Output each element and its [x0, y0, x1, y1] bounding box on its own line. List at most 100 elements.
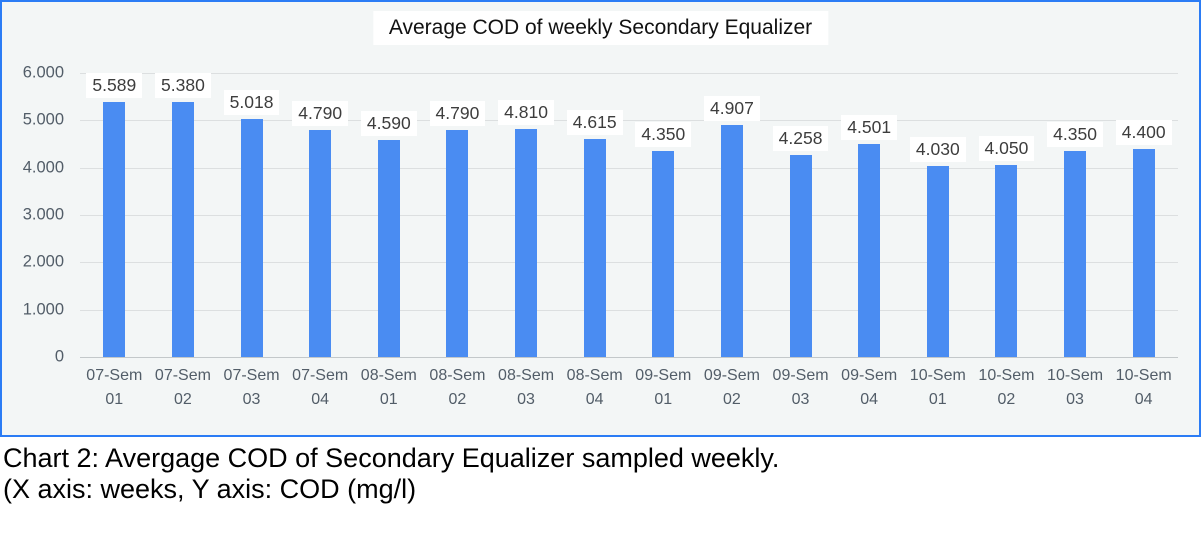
x-tick-line-1: 09-Sem [841, 367, 898, 384]
x-tick-line-2: 01 [105, 391, 124, 408]
x-tick-line-2: 01 [928, 391, 947, 408]
bar [652, 151, 675, 357]
bar-value-label: 4.350 [1047, 122, 1103, 148]
bar [377, 139, 400, 357]
bar [1064, 151, 1087, 357]
bar-value-label: 4.350 [635, 122, 692, 148]
bar-column: 4.790 [423, 73, 492, 357]
bar-column: 4.810 [492, 73, 561, 357]
x-tick-label: 09-Sem 04 [835, 364, 904, 412]
bar-value-label: 4.030 [909, 137, 966, 163]
bar-column: 4.907 [698, 73, 767, 357]
x-tick-line-1: 07-Sem [292, 367, 349, 384]
x-tick-label: 10-Sem 01 [904, 364, 973, 412]
bar-column: 4.350 [1041, 73, 1110, 357]
x-tick-line-2: 04 [860, 391, 879, 408]
x-tick-line-2: 01 [379, 391, 398, 408]
bar [515, 129, 538, 357]
bar-value-label: 4.907 [704, 95, 760, 121]
x-tick-line-2: 02 [174, 391, 192, 408]
y-tick-label: 4.000 [22, 158, 64, 177]
x-tick-label: 09-Sem 01 [629, 364, 698, 412]
x-tick-line-1: 08-Sem [429, 367, 486, 384]
bar-value-label: 4.501 [841, 114, 898, 140]
x-tick-line-2: 03 [1066, 391, 1084, 408]
gridline [80, 309, 1178, 311]
caption-line-1: Chart 2: Avergage COD of Secondary Equal… [3, 443, 780, 473]
bar-value-label: 5.380 [155, 73, 211, 99]
x-tick-line-2: 04 [585, 391, 604, 408]
y-tick-label: 3.000 [22, 205, 64, 224]
bar-column: 4.400 [1109, 73, 1178, 357]
bar-column: 4.030 [904, 73, 973, 357]
y-tick-label: 2.000 [22, 252, 64, 271]
x-tick-label: 07-Sem 04 [286, 364, 355, 412]
x-tick-line-2: 03 [242, 391, 261, 408]
bar-column: 4.790 [286, 73, 355, 357]
x-tick-line-2: 03 [791, 391, 810, 408]
gridline [80, 73, 1178, 74]
bar [995, 165, 1018, 357]
bar [446, 130, 469, 357]
bar [240, 119, 263, 357]
x-tick-label: 07-Sem 02 [149, 364, 218, 412]
bar-value-label: 4.615 [566, 109, 623, 135]
gridline [80, 120, 1178, 122]
bar-column: 4.590 [355, 73, 424, 357]
bar [103, 102, 126, 357]
x-tick-label: 08-Sem 04 [560, 364, 629, 412]
x-tick-line-1: 07-Sem [154, 367, 211, 384]
x-tick-line-1: 07-Sem [86, 367, 143, 384]
x-tick-line-1: 09-Sem [635, 367, 692, 384]
bar-column: 4.258 [766, 73, 835, 357]
bar-value-label: 4.400 [1115, 119, 1172, 145]
bar [1132, 148, 1155, 357]
bar-value-label: 5.018 [223, 90, 280, 116]
x-tick-line-1: 10-Sem [1115, 367, 1172, 384]
bar [926, 166, 949, 357]
x-axis-row: 07-Sem 01 07-Sem 02 07-Sem 03 07-Sem 04 08-Sem 01… [80, 364, 1178, 412]
bar [309, 130, 332, 357]
bar-value-label: 4.590 [360, 110, 417, 136]
x-tick-line-1: 09-Sem [703, 367, 760, 384]
y-tick-label: 6.000 [22, 63, 64, 82]
x-tick-line-1: 08-Sem [360, 367, 417, 384]
bar-column: 5.380 [149, 73, 218, 357]
bar [789, 155, 812, 357]
bar-column: 4.350 [629, 73, 698, 357]
bar [171, 102, 194, 357]
bar [720, 124, 743, 357]
x-tick-line-1: 10-Sem [909, 367, 966, 384]
x-tick-line-2: 02 [723, 391, 741, 408]
y-tick-label: 1.000 [22, 300, 64, 319]
x-tick-line-2: 03 [517, 391, 535, 408]
bar-column: 5.589 [80, 73, 149, 357]
bar-value-label: 5.589 [86, 73, 143, 98]
bar-value-label: 4.790 [429, 101, 486, 127]
x-tick-line-1: 10-Sem [978, 367, 1035, 384]
x-tick-label: 10-Sem 03 [1041, 364, 1110, 412]
x-tick-label: 09-Sem 03 [766, 364, 835, 412]
gridline [80, 215, 1178, 216]
x-tick-line-1: 07-Sem [223, 367, 280, 384]
x-tick-label: 07-Sem 03 [217, 364, 286, 412]
bar-column: 4.050 [972, 73, 1041, 357]
x-tick-line-1: 08-Sem [498, 367, 555, 384]
chart-title: Average COD of weekly Secondary Equalize… [372, 11, 829, 45]
bar [583, 138, 606, 357]
x-tick-line-2: 01 [654, 391, 673, 408]
bars-row: 5.589 5.380 5.018 4.790 4.590 4.790 4.810 4.615… [80, 73, 1178, 357]
x-tick-line-2: 04 [311, 391, 330, 408]
y-axis: 6.000 5.000 4.000 3.000 2.000 1.000 0 [2, 64, 64, 366]
x-tick-line-1: 08-Sem [566, 367, 623, 384]
x-tick-line-2: 04 [1134, 391, 1153, 408]
bar-column: 5.018 [217, 73, 286, 357]
bar-value-label: 4.810 [498, 100, 554, 126]
x-tick-label: 09-Sem 02 [698, 364, 767, 412]
x-tick-line-1: 10-Sem [1047, 367, 1104, 384]
x-tick-label: 10-Sem 04 [1109, 364, 1178, 412]
x-tick-label: 08-Sem 03 [492, 364, 561, 412]
gridline [80, 262, 1178, 264]
x-tick-line-2: 02 [448, 391, 467, 408]
caption-line-2: (X axis: weeks, Y axis: COD (mg/l) [3, 474, 417, 504]
